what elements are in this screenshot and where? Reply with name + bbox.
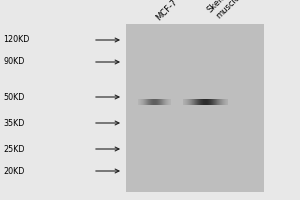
Text: 25KD: 25KD — [3, 144, 25, 154]
Text: Skeletal
muscle: Skeletal muscle — [206, 0, 243, 22]
Text: 120KD: 120KD — [3, 36, 29, 45]
Text: MCF-7: MCF-7 — [154, 0, 179, 22]
Text: 35KD: 35KD — [3, 118, 24, 128]
Text: 90KD: 90KD — [3, 58, 24, 66]
Text: 50KD: 50KD — [3, 92, 24, 102]
Bar — [126, 24, 264, 192]
Text: 20KD: 20KD — [3, 166, 24, 176]
